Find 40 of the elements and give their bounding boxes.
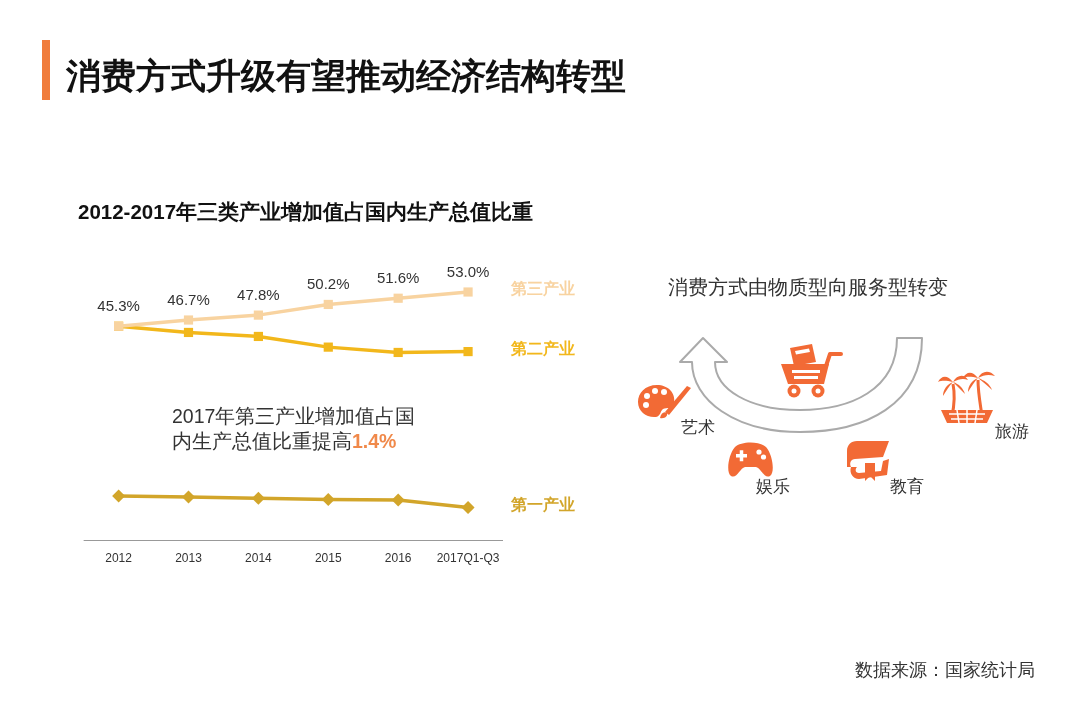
point xyxy=(112,489,126,503)
text: 消费方式由物质型向服务型转变 xyxy=(668,276,948,298)
point xyxy=(183,315,194,325)
point xyxy=(251,491,265,505)
point xyxy=(463,287,473,297)
data-label: 51.6% xyxy=(376,268,420,286)
point xyxy=(253,331,263,342)
chart-subtitle: 2012-2017年三类产业增加值占国内生产总值比重 xyxy=(78,199,534,224)
data-label: 53.0% xyxy=(446,262,490,280)
text: 第三产业 xyxy=(510,280,576,298)
x-tick-label: 2016 xyxy=(384,551,412,566)
chart-title: 消费方式升级有望推动经济结构转型 xyxy=(66,55,626,97)
data-label: 50.2% xyxy=(307,275,350,293)
annotation: 2017年第三产业增加值占国内生产总值比重提高1.4% xyxy=(172,405,416,452)
x-tick-label: 2015 xyxy=(314,551,342,566)
data-label: 47.8% xyxy=(237,285,280,303)
point xyxy=(391,493,405,507)
point xyxy=(321,493,335,507)
point xyxy=(253,310,263,320)
text: 教育 xyxy=(890,477,924,496)
x-tick-label: 2012 xyxy=(105,551,133,566)
point xyxy=(183,327,194,338)
point xyxy=(463,346,473,357)
point xyxy=(323,299,333,310)
x-tick-label: 2013 xyxy=(175,551,203,566)
text: 旅游 xyxy=(995,422,1029,441)
x-tick-label: 2014 xyxy=(245,551,273,566)
text: 第一产业 xyxy=(510,496,576,514)
x-tick-label: 2017Q1-Q3 xyxy=(436,551,500,566)
data-label: 45.3% xyxy=(97,296,140,314)
point xyxy=(323,342,333,352)
point xyxy=(393,347,403,358)
point xyxy=(181,490,195,504)
text: 第二产业 xyxy=(510,339,576,357)
point xyxy=(393,293,403,303)
text: 娱乐 xyxy=(756,477,790,496)
data-label: 46.7% xyxy=(167,290,210,308)
point xyxy=(461,501,475,515)
text: 艺术 xyxy=(681,418,715,437)
source-note: 数据来源：国家统计局 xyxy=(855,660,1035,680)
